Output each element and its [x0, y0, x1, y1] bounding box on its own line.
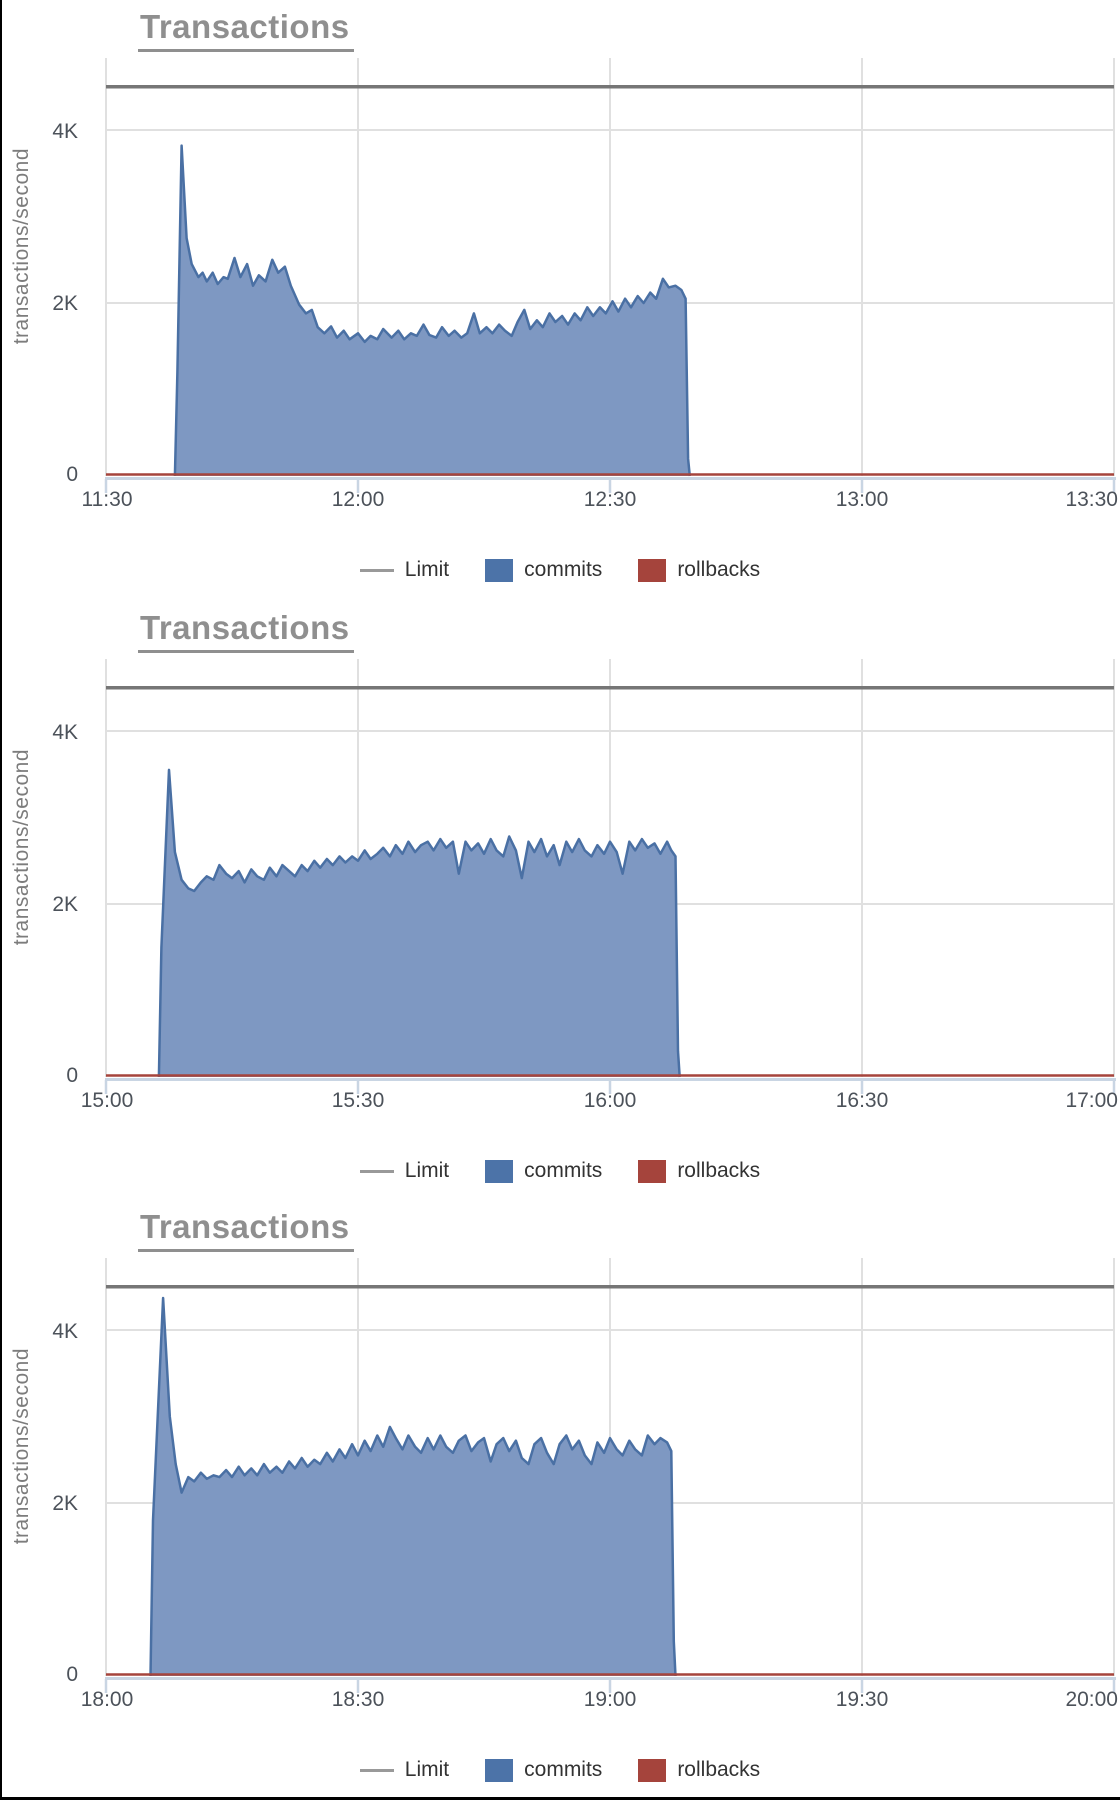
x-tick: 12:30 [583, 488, 637, 511]
legend-label: Limit [404, 558, 450, 581]
y-tick-0: 0 [66, 1064, 78, 1087]
x-tick: 12:00 [331, 488, 385, 511]
legend-item-rollbacks: rollbacks [638, 1758, 760, 1782]
legend-label: commits [524, 1758, 603, 1781]
window-border-left [0, 0, 2, 1800]
chart-legend: Limit commits rollbacks [0, 554, 1120, 586]
transactions-chart-3: Transactions transactions/second 4K 2K 0… [0, 1200, 1120, 1800]
y-tick-2k: 2K [52, 1492, 78, 1515]
y-tick-4k: 4K [52, 721, 78, 744]
legend-item-rollbacks: rollbacks [638, 1159, 760, 1183]
limit-line-swatch [359, 568, 394, 572]
transactions-chart-1: Transactions transactions/second 4K 2K 0… [0, 0, 1120, 600]
limit-line-swatch [359, 1169, 394, 1173]
transactions-chart-2: Transactions transactions/second 4K 2K 0… [0, 601, 1120, 1201]
commits-swatch [485, 1159, 514, 1183]
commits-area [174, 145, 690, 476]
x-tick: 16:30 [835, 1089, 889, 1112]
x-tick: 19:30 [835, 1688, 889, 1711]
legend-item-limit: Limit [359, 558, 450, 582]
commits-swatch [485, 1758, 514, 1782]
chart-legend: Limit commits rollbacks [0, 1754, 1120, 1786]
chart-legend: Limit commits rollbacks [0, 1155, 1120, 1187]
commits-area [158, 769, 680, 1077]
legend-item-limit: Limit [359, 1758, 450, 1782]
legend-label: Limit [404, 1159, 450, 1182]
x-tick: 15:00 [80, 1089, 134, 1112]
x-tick: 15:30 [331, 1089, 385, 1112]
x-tick: 13:30 [1065, 488, 1118, 511]
legend-label: rollbacks [677, 1159, 761, 1182]
rollbacks-swatch [638, 1758, 667, 1782]
legend-label: rollbacks [677, 558, 761, 581]
x-tick: 18:00 [80, 1688, 134, 1711]
y-tick-0: 0 [66, 463, 78, 486]
commits-area [150, 1298, 676, 1676]
legend-label: commits [524, 558, 603, 581]
y-tick-4k: 4K [52, 120, 78, 143]
x-tick: 19:00 [583, 1688, 637, 1711]
commits-line [149, 1296, 677, 1677]
commits-line [157, 768, 681, 1078]
window-border-bottom [0, 1797, 1120, 1800]
rollbacks-swatch [638, 1159, 667, 1183]
chart-title-link[interactable]: Transactions [138, 1208, 354, 1252]
rollbacks-swatch [638, 558, 667, 582]
legend-label: Limit [404, 1758, 450, 1781]
chart-plot-canvas [104, 659, 1116, 1094]
y-tick-4k: 4K [52, 1320, 78, 1343]
commits-line [173, 144, 692, 477]
x-tick: 11:30 [81, 488, 133, 511]
x-tick: 17:00 [1065, 1089, 1118, 1112]
chart-plot-canvas [104, 58, 1116, 493]
x-tick: 13:00 [835, 488, 889, 511]
legend-item-commits: commits [485, 1758, 602, 1782]
chart-title-link[interactable]: Transactions [138, 609, 354, 653]
legend-item-limit: Limit [359, 1159, 450, 1183]
legend-item-commits: commits [485, 1159, 602, 1183]
legend-item-rollbacks: rollbacks [638, 558, 760, 582]
chart-plot-canvas [104, 1258, 1116, 1693]
x-tick: 18:30 [331, 1688, 385, 1711]
y-tick-2k: 2K [52, 893, 78, 916]
commits-swatch [485, 558, 514, 582]
y-tick-2k: 2K [52, 292, 78, 315]
legend-label: rollbacks [677, 1758, 761, 1781]
x-tick: 20:00 [1065, 1688, 1118, 1711]
limit-line-swatch [359, 1768, 394, 1772]
legend-label: commits [524, 1159, 603, 1182]
y-tick-0: 0 [66, 1663, 78, 1686]
chart-title-link[interactable]: Transactions [138, 8, 354, 52]
legend-item-commits: commits [485, 558, 602, 582]
x-tick: 16:00 [583, 1089, 637, 1112]
